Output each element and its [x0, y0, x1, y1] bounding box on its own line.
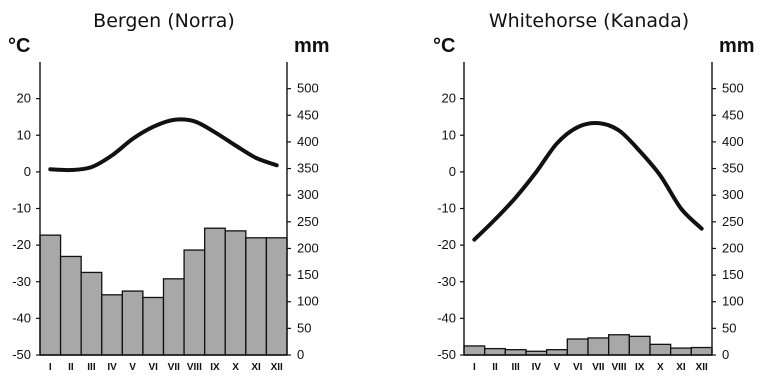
chart-1-precipitation-tick-label-10: 50 — [297, 320, 311, 335]
chart-1-month-label-4: IV — [107, 362, 117, 373]
chart-1-month-label-1: I — [49, 362, 52, 373]
chart-1-temperature-tick-label-5: -20 — [12, 237, 31, 252]
chart-1-title: Bergen (Norra) — [93, 10, 235, 32]
chart-1-precipitation-tick-label-11: 0 — [297, 347, 304, 362]
chart-1-month-label-9: IX — [210, 362, 220, 373]
chart-2-precipitation-tick-label-10: 50 — [722, 320, 736, 335]
chart-2-month-label-7: VII — [592, 362, 604, 373]
chart-1-precipitation-bar-1 — [39, 234, 62, 356]
chart-2-precipitation-tick-label-7: 200 — [722, 240, 744, 255]
chart-2-left-unit: °C — [433, 35, 455, 57]
chart-1-month-label-10: X — [232, 362, 239, 373]
chart-2-temperature-tick-label-6: -30 — [437, 274, 456, 289]
chart-1-precipitation-bar-12 — [265, 237, 288, 356]
chart-1-temperature-tick-label-6: -30 — [12, 274, 31, 289]
chart-1-temperature-tick-label-7: -40 — [12, 310, 31, 325]
chart-2-temperature-tick-label-1: 20 — [442, 91, 456, 106]
chart-1-precipitation-bar-8 — [183, 249, 206, 356]
chart-2-month-label-2: II — [492, 362, 498, 373]
chart-1-precipitation-bar-9 — [204, 227, 226, 356]
chart-2-temperature-tick-label-7: -40 — [437, 310, 456, 325]
chart-2-precipitation-bar-10 — [649, 343, 672, 356]
chart-1-temperature-line — [48, 117, 279, 173]
chart-2-month-label-9: IX — [635, 362, 645, 373]
chart-1-precipitation-tick-label-8: 150 — [297, 267, 319, 282]
chart-2-title: Whitehorse (Kanada) — [489, 10, 689, 32]
chart-1-precipitation-bar-2 — [59, 255, 82, 356]
chart-2-temperature-tick-label-8: -50 — [437, 347, 456, 362]
chart-1-precipitation-tick-label-9: 100 — [297, 294, 319, 309]
chart-2-month-label-11: XI — [676, 362, 686, 373]
chart-1-month-label-8: VIII — [187, 362, 202, 373]
chart-2-temperature-tick-label-4: -10 — [437, 201, 456, 216]
chart-2-precipitation-tick-label-6: 250 — [722, 214, 744, 229]
chart-1-precipitation-tick-label-4: 350 — [297, 161, 319, 176]
chart-1-temperature-tick-label-8: -50 — [12, 347, 31, 362]
chart-2-precipitation-tick-label-5: 300 — [722, 187, 744, 202]
chart-2-temperature-tick-label-3: 0 — [449, 164, 456, 179]
chart-2-month-label-12: XII — [696, 362, 708, 373]
chart-2-precipitation-bar-9 — [628, 335, 651, 356]
chart-2-precipitation-bar-5 — [546, 349, 568, 356]
chart-1-right-unit: mm — [294, 35, 330, 57]
chart-2-precipitation-tick-label-1: 500 — [722, 81, 744, 96]
chart-2-precipitation-bar-6 — [566, 338, 589, 356]
chart-2-month-label-6: VI — [573, 362, 583, 373]
chart-1-precipitation-tick-label-6: 250 — [297, 214, 319, 229]
chart-2-temperature-tick-label-2: 10 — [442, 127, 456, 142]
chart-1-temperature-tick-label-4: -10 — [12, 201, 31, 216]
chart-2-month-label-3: III — [511, 362, 520, 373]
chart-2-month-label-8: VIII — [611, 362, 626, 373]
chart-2-temperature-tick-label-5: -20 — [437, 237, 456, 252]
chart-1-precipitation-bar-5 — [121, 290, 144, 356]
chart-2-month-label-5: V — [554, 362, 561, 373]
chart-1-temperature-tick-label-2: 10 — [17, 127, 31, 142]
chart-2-right-unit: mm — [719, 35, 755, 57]
chart-2-precipitation-bar-12 — [690, 346, 713, 356]
chart-1-precipitation-tick-label-3: 400 — [297, 134, 319, 149]
chart-1-precipitation-tick-label-2: 450 — [297, 107, 319, 122]
chart-2-month-label-1: I — [473, 362, 476, 373]
chart-2-precipitation-tick-label-11: 0 — [722, 347, 729, 362]
chart-2-precipitation-tick-label-3: 400 — [722, 134, 744, 149]
chart-2-precipitation-bar-8 — [608, 334, 630, 356]
chart-1-month-label-6: VI — [148, 362, 158, 373]
chart-1-month-label-5: V — [129, 362, 136, 373]
chart-1-temperature-tick-label-3: 0 — [24, 164, 31, 179]
chart-1-month-label-11: XI — [251, 362, 261, 373]
chart-2-precipitation-bar-11 — [670, 347, 692, 356]
chart-1-month-label-12: XII — [271, 362, 283, 373]
chart-2-temperature-line — [472, 121, 704, 242]
chart-1-month-label-3: III — [87, 362, 96, 373]
chart-1-precipitation-bar-4 — [101, 294, 123, 356]
chart-1-precipitation-bar-10 — [224, 230, 247, 356]
chart-2-precipitation-tick-label-2: 450 — [722, 107, 744, 122]
chart-1-precipitation-tick-label-5: 300 — [297, 187, 319, 202]
chart-2-precipitation-bar-3 — [504, 349, 527, 356]
chart-1-precipitation-bar-6 — [142, 296, 165, 356]
chart-2-month-label-4: IV — [532, 362, 542, 373]
chart-2-precipitation-tick-label-4: 350 — [722, 161, 744, 176]
chart-2-month-label-10: X — [657, 362, 664, 373]
chart-2-precipitation-bar-7 — [587, 337, 610, 356]
chart-2-precipitation-tick-label-8: 150 — [722, 267, 744, 282]
chart-2-precipitation-bar-2 — [484, 347, 506, 356]
chart-1-temperature-tick-label-1: 20 — [17, 91, 31, 106]
chart-1-precipitation-tick-label-7: 200 — [297, 240, 319, 255]
chart-1-month-label-7: VII — [168, 362, 180, 373]
chart-2-precipitation-tick-label-9: 100 — [722, 294, 744, 309]
chart-1-left-unit: °C — [8, 35, 30, 57]
chart-1-precipitation-bar-11 — [245, 237, 268, 356]
chart-1-precipitation-tick-label-1: 500 — [297, 81, 319, 96]
chart-2-precipitation-bar-1 — [463, 345, 486, 356]
chart-1-precipitation-bar-7 — [162, 278, 185, 356]
chart-1-precipitation-bar-3 — [80, 271, 103, 356]
chart-1-month-label-2: II — [68, 362, 74, 373]
